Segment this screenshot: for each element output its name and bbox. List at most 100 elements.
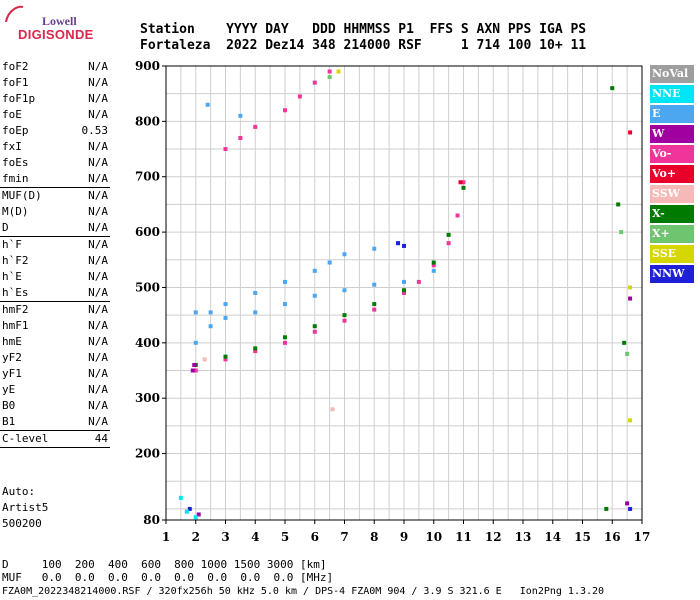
data-point-x: [461, 185, 466, 190]
data-point-vo: [431, 263, 436, 268]
param-value: N/A: [88, 189, 108, 202]
x-tick-label: 7: [340, 530, 348, 544]
param-row: yF2 N/A: [0, 350, 112, 366]
y-tick-label: 700: [135, 170, 160, 184]
param-name: fmin: [2, 172, 29, 185]
legend-item-noval: NoVal: [650, 65, 694, 83]
param-value: N/A: [88, 140, 108, 153]
legend-item-w: W: [650, 125, 694, 143]
legend-item-x: X+: [650, 225, 694, 243]
data-point-vo: [372, 307, 377, 312]
data-point-e: [208, 310, 213, 315]
param-name: D: [2, 221, 9, 234]
data-point-x: [616, 202, 621, 207]
param-name: h`Es: [2, 286, 29, 299]
data-point-x: [342, 313, 347, 318]
legend-item-ssw: SSW: [650, 185, 694, 203]
data-point-vo: [327, 69, 332, 74]
param-value: N/A: [88, 415, 108, 428]
param-name: yF2: [2, 351, 22, 364]
panel-separator: [0, 301, 110, 302]
data-point-vo: [312, 329, 317, 334]
param-value: N/A: [88, 238, 108, 251]
data-point-e: [372, 246, 377, 251]
data-point-vo: [283, 340, 287, 345]
param-value: N/A: [88, 156, 108, 169]
data-point-nnw: [396, 241, 401, 246]
param-row: yE N/A: [0, 382, 112, 398]
data-point-nne: [184, 509, 189, 514]
panel-separator: [0, 187, 110, 188]
x-tick-label: 2: [192, 530, 200, 544]
data-point-x: [223, 354, 228, 359]
data-point-x: [604, 506, 609, 511]
param-value: N/A: [88, 351, 108, 364]
param-value: N/A: [88, 254, 108, 267]
y-tick-label: 800: [135, 114, 160, 128]
data-point-nnw: [402, 243, 406, 248]
data-point-e: [205, 102, 210, 107]
param-name: foF2: [2, 60, 29, 73]
data-point-vo: [253, 349, 258, 354]
logo-swirl-icon: [5, 5, 24, 23]
data-point-w: [628, 296, 633, 301]
data-point-e: [402, 279, 406, 284]
param-name: fxI: [2, 140, 22, 153]
data-point-e: [283, 302, 287, 307]
data-point-e: [253, 310, 258, 315]
param-row: foEs N/A: [0, 155, 112, 171]
x-tick-label: 11: [455, 530, 472, 544]
data-point-vo: [238, 135, 243, 140]
param-value: N/A: [88, 270, 108, 283]
panel-separator: [0, 447, 110, 448]
data-point-vo: [223, 147, 228, 152]
data-point-x: [372, 302, 377, 307]
data-point-e: [253, 291, 258, 295]
param-name: yE: [2, 383, 16, 396]
param-value: 0.53: [81, 124, 109, 137]
param-name: foE: [2, 108, 22, 121]
data-point-w: [190, 368, 195, 373]
param-row: MUF(D) N/A: [0, 188, 112, 204]
param-value: N/A: [88, 303, 108, 316]
y-tick-label: 200: [135, 447, 160, 461]
param-name: h`E: [2, 270, 22, 283]
header-values: Fortaleza 2022 Dez14 348 214000 RSF 1 71…: [140, 38, 587, 53]
data-point-nne: [193, 515, 198, 520]
data-point-e: [193, 310, 198, 315]
legend-item-vo: Vo+: [650, 165, 694, 183]
legend-item-vo: Vo-: [650, 145, 694, 163]
param-name: h`F2: [2, 254, 29, 267]
data-point-vo: [312, 80, 317, 85]
x-tick-label: 12: [485, 530, 502, 544]
x-tick-label: 4: [251, 530, 259, 544]
param-row: hmF2 N/A: [0, 302, 112, 318]
param-name: B0: [2, 399, 16, 412]
data-point-sse: [336, 69, 341, 74]
data-point-e: [208, 324, 213, 329]
data-point-e: [327, 260, 332, 265]
logo: Lowell DIGISONDE: [4, 4, 93, 42]
param-value: 44: [94, 432, 108, 445]
data-point-w: [192, 362, 197, 367]
param-name: B1: [2, 415, 16, 428]
param-value: N/A: [88, 172, 108, 185]
param-name: h`F: [2, 238, 22, 251]
x-tick-label: 14: [544, 530, 561, 544]
data-point-x: [619, 230, 624, 235]
auto-code: 500200: [2, 517, 42, 530]
x-tick-label: 10: [425, 530, 442, 544]
data-point-vo: [458, 180, 463, 185]
data-point-ssw: [202, 357, 207, 362]
param-value: N/A: [88, 76, 108, 89]
param-value: N/A: [88, 367, 108, 380]
panel-separator: [0, 236, 110, 237]
data-point-e: [342, 288, 347, 293]
legend-item-nne: NNE: [650, 85, 694, 103]
data-point-w: [196, 512, 201, 517]
data-point-e: [283, 279, 287, 284]
data-point-e: [193, 340, 198, 345]
file-info-line: FZA0M_2022348214000.RSF / 320fx256h 50 k…: [2, 586, 605, 597]
data-point-e: [342, 252, 347, 257]
data-point-e: [223, 315, 228, 320]
